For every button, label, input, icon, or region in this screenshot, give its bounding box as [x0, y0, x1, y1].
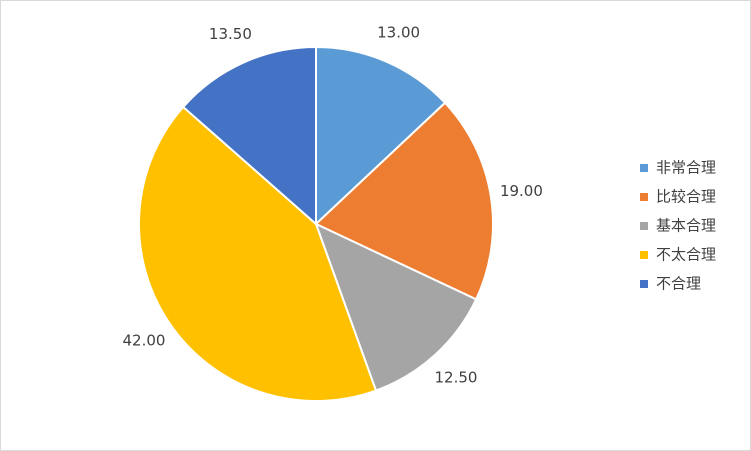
legend-label: 比较合理 — [656, 188, 716, 206]
data-label: 13.00 — [377, 24, 420, 42]
data-label: 19.00 — [500, 182, 543, 200]
legend-swatch — [640, 280, 648, 288]
legend-label: 不太合理 — [656, 246, 716, 264]
legend-label: 不合理 — [656, 275, 701, 293]
pie-slice — [181, 45, 317, 227]
legend-swatch — [640, 251, 648, 259]
data-label: 12.50 — [435, 368, 478, 386]
legend-swatch — [640, 164, 648, 172]
pie-slice — [138, 105, 378, 402]
legend-swatch — [640, 222, 648, 230]
legend-label: 非常合理 — [656, 159, 716, 177]
data-label: 42.00 — [122, 331, 165, 349]
pie-slice — [314, 222, 478, 392]
legend-swatch — [640, 193, 648, 201]
data-label: 13.50 — [209, 25, 252, 43]
pie-slice — [314, 101, 494, 301]
legend-label: 基本合理 — [656, 217, 716, 235]
pie-slice — [315, 45, 447, 227]
